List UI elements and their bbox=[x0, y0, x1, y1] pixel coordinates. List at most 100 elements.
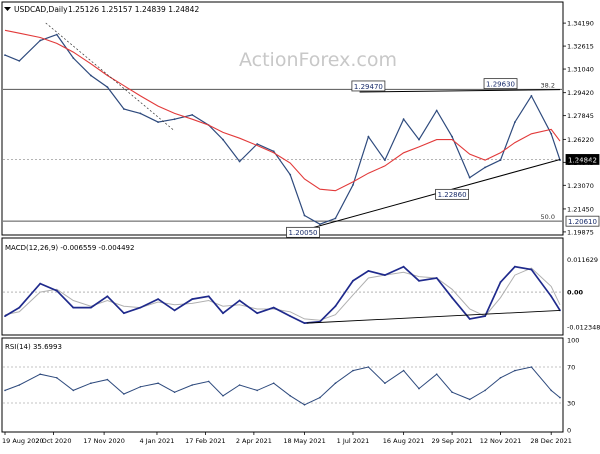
price-point bbox=[319, 223, 321, 226]
macd-point bbox=[468, 318, 471, 320]
axis-layer: 0.011629 0.00 -0.012348 100 70 30 0 1.34190 1.32… bbox=[2, 20, 600, 445]
price-annotation-label: 1.24842 bbox=[568, 156, 597, 164]
rsi-point bbox=[550, 389, 552, 392]
price-annotation-box bbox=[351, 80, 386, 92]
rsi-point bbox=[303, 404, 306, 406]
price-annotation-label: 1.29630 bbox=[486, 80, 515, 88]
price-point bbox=[530, 95, 533, 97]
macd-point bbox=[334, 305, 337, 308]
rsi-point bbox=[367, 366, 370, 368]
macd-title: MACD(12,26,9) -0.006559 -0.004492 bbox=[5, 244, 134, 252]
x-tick-label: 12 Nov 2021 bbox=[480, 437, 522, 445]
price-point bbox=[484, 166, 486, 169]
price-annotation-box bbox=[565, 154, 600, 165]
rsi-tick-label: 0 bbox=[567, 427, 571, 435]
ohlc-label: 1.25126 1.25157 1.24839 1.24842 bbox=[68, 5, 199, 14]
rsi-point bbox=[499, 377, 502, 379]
price-tick-label: 1.27845 bbox=[567, 112, 594, 120]
price-point bbox=[90, 74, 92, 77]
rsi-point bbox=[157, 382, 159, 385]
macd-point bbox=[139, 306, 142, 309]
price-point bbox=[514, 121, 516, 123]
rsi-point bbox=[18, 384, 21, 386]
macd-point bbox=[256, 312, 259, 315]
moving-average-line bbox=[4, 29, 561, 192]
macd-point bbox=[72, 306, 75, 309]
rsi-point bbox=[435, 373, 438, 376]
x-tick-label: 17 Nov 2020 bbox=[83, 437, 125, 445]
rsi-point bbox=[56, 377, 58, 379]
price-point bbox=[418, 138, 420, 141]
macd-point bbox=[402, 265, 405, 268]
price-point bbox=[123, 108, 125, 110]
x-tick-label: 1 Jul 2021 bbox=[337, 437, 370, 445]
price-tick-label: 1.23070 bbox=[567, 182, 594, 190]
trendline bbox=[359, 89, 561, 93]
x-tick-label: 2 Oct 2020 bbox=[35, 437, 71, 445]
price-point bbox=[289, 173, 292, 176]
price-point bbox=[272, 150, 275, 153]
rsi-point bbox=[418, 387, 420, 390]
fib-level-label: 50.0 bbox=[541, 213, 555, 221]
rsi-point bbox=[222, 395, 224, 397]
price-point bbox=[256, 143, 259, 145]
trendline bbox=[306, 159, 561, 230]
x-tick-label: 16 Aug 2021 bbox=[383, 437, 425, 445]
macd-point bbox=[106, 295, 109, 298]
price-tick-label: 1.32615 bbox=[567, 43, 594, 51]
macd-point bbox=[550, 295, 553, 298]
price-tick-label: 1.21450 bbox=[567, 205, 594, 213]
rsi-point bbox=[514, 369, 516, 372]
price-point bbox=[39, 39, 42, 42]
rsi-point bbox=[289, 395, 292, 397]
price-panel-frame bbox=[1, 1, 564, 236]
macd-point bbox=[451, 296, 453, 299]
rsi-layer bbox=[3, 366, 562, 406]
price-point bbox=[173, 118, 176, 121]
price-point bbox=[4, 54, 6, 56]
x-tick-label: 4 Jan 2021 bbox=[140, 437, 175, 445]
macd-point bbox=[303, 322, 306, 324]
macd-tick-label: 0.00 bbox=[567, 289, 584, 297]
price-point bbox=[157, 121, 160, 123]
rsi-point bbox=[39, 373, 41, 376]
price-annotation-box bbox=[483, 78, 518, 90]
price-tick-label: 1.34190 bbox=[567, 20, 594, 28]
macd-point bbox=[418, 279, 420, 282]
rsi-point bbox=[191, 384, 193, 386]
price-point bbox=[435, 109, 438, 112]
rsi-point bbox=[207, 380, 210, 383]
macd-point bbox=[289, 315, 292, 317]
dropdown-arrow-icon[interactable] bbox=[4, 7, 11, 11]
macd-point bbox=[272, 306, 275, 309]
rsi-tick-label: 70 bbox=[567, 364, 575, 372]
macd-point bbox=[238, 299, 241, 302]
price-point bbox=[402, 118, 405, 121]
rsi-point bbox=[319, 396, 321, 399]
macd-point bbox=[384, 274, 386, 276]
macd-panel-frame bbox=[1, 237, 564, 336]
x-tick-label: 28 Dec 2021 bbox=[530, 437, 572, 445]
price-point bbox=[367, 135, 370, 138]
x-tick-label: 18 May 2021 bbox=[283, 437, 325, 445]
macd-point bbox=[191, 298, 194, 300]
macd-point bbox=[222, 312, 224, 315]
x-tick-label: 17 Feb 2021 bbox=[185, 437, 225, 445]
macd-point bbox=[39, 282, 42, 285]
rsi-point bbox=[139, 386, 142, 388]
macd-point bbox=[207, 295, 210, 298]
macd-point bbox=[435, 277, 438, 279]
macd-trendline bbox=[306, 309, 561, 324]
price-point bbox=[222, 138, 224, 141]
rsi-point bbox=[272, 382, 275, 385]
price-point bbox=[238, 160, 241, 163]
price-point bbox=[191, 114, 194, 116]
macd-tick-label: 0.011629 bbox=[567, 256, 598, 264]
price-annotation-label: 1.20050 bbox=[289, 229, 318, 237]
rsi-point bbox=[90, 382, 92, 385]
rsi-point bbox=[123, 393, 125, 395]
price-point bbox=[550, 132, 553, 135]
price-point bbox=[72, 57, 75, 59]
macd-point bbox=[90, 306, 92, 309]
